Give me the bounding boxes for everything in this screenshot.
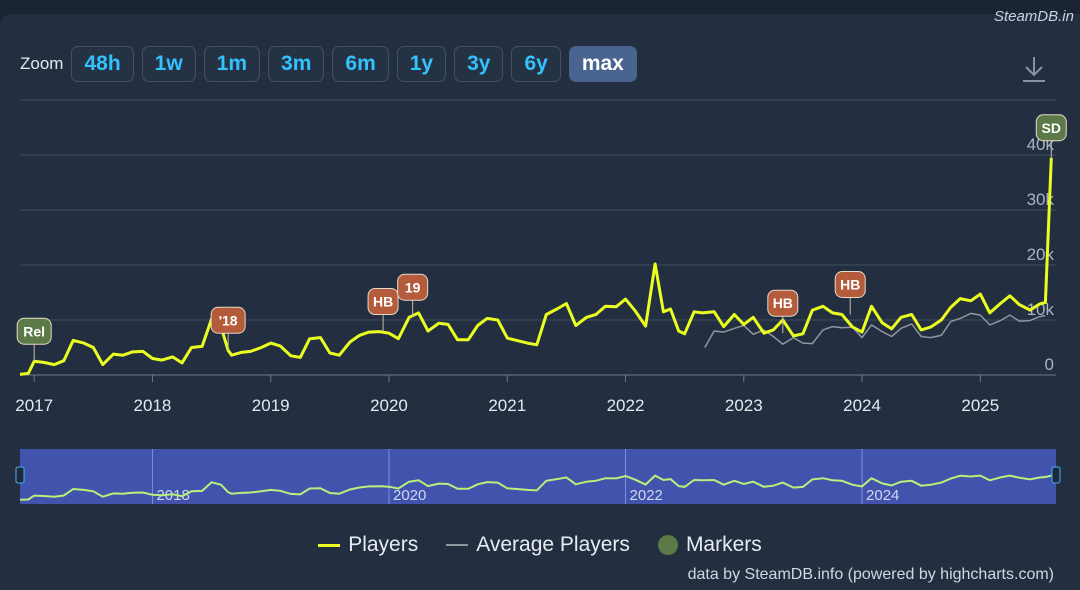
legend: Players Average Players Markers: [0, 528, 1080, 562]
download-icon[interactable]: [1020, 54, 1048, 84]
zoom-6m-button[interactable]: 6m: [332, 46, 389, 82]
zoom-1y-button[interactable]: 1y: [396, 46, 447, 82]
x-tick-label: 2024: [843, 396, 881, 415]
marker-flag: [210, 306, 246, 334]
legend-label-average-players: Average Players: [476, 533, 630, 556]
marker-label: HB: [840, 277, 860, 293]
credits[interactable]: data by SteamDB.info (powered by highcha…: [687, 566, 1054, 583]
legend-label-players: Players: [348, 533, 419, 556]
zoom-1m-button[interactable]: 1m: [203, 46, 261, 82]
legend-label-markers: Markers: [685, 533, 762, 556]
legend-item-players[interactable]: Players: [318, 533, 418, 557]
zoom-48h-button[interactable]: 48h: [71, 46, 134, 82]
zoom-1w-button[interactable]: 1w: [141, 46, 196, 82]
legend-item-markers[interactable]: Markers: [657, 533, 762, 557]
average-players-series: [704, 312, 1046, 348]
navigator-tick-label: 2020: [393, 487, 426, 504]
y-tick-label: 0: [1045, 355, 1054, 374]
average-players-swatch: [446, 544, 469, 546]
marker-flag: [16, 317, 52, 345]
average-players-line: [704, 312, 1046, 348]
marker-label: 19: [405, 279, 421, 295]
marker-flag: [834, 271, 866, 298]
zoom-bar: Zoom 48h 1w 1m 3m 6m 1y 3y 6y max: [20, 44, 645, 84]
navigator-tick-label: 2018: [156, 487, 189, 504]
marker-label: HB: [773, 295, 793, 311]
marker-flag: [397, 273, 429, 301]
watermark: SteamDB.in: [993, 8, 1074, 25]
zoom-6y-button[interactable]: 6y: [511, 46, 561, 82]
marker-label: SD: [1042, 120, 1061, 136]
x-tick-label: 2019: [252, 396, 290, 415]
y-tick-label: 30k: [1027, 190, 1055, 209]
x-tick-label: 2023: [725, 396, 763, 415]
x-tick-label: 2022: [607, 396, 645, 415]
markers-swatch: [657, 535, 678, 555]
zoom-3m-button[interactable]: 3m: [268, 46, 325, 82]
x-tick-label: 2018: [134, 396, 172, 415]
navigator-series: [19, 474, 1052, 501]
navigator-tick-label: 2022: [630, 487, 663, 504]
marker-label: Rel: [23, 323, 45, 339]
navigator-mask: [20, 449, 1056, 504]
players-line: [19, 157, 1053, 376]
x-tick-label: 2021: [488, 396, 526, 415]
zoom-3y-button[interactable]: 3y: [454, 46, 504, 82]
navigator-tick-label: 2024: [866, 487, 899, 504]
x-axis-labels: 2017 2018 2019 2020 2021 2022 2023 2024 2025: [15, 375, 999, 415]
marker-flag: [367, 288, 399, 316]
event-markers: Rel '18 HB 19 HB HB SD: [16, 114, 1067, 362]
y-tick-label: 20k: [1027, 245, 1055, 264]
zoom-max-button[interactable]: max: [568, 46, 637, 82]
navigator: 2018 2020 2022 2024: [15, 449, 1061, 504]
navigator-handle-right: [1051, 466, 1061, 484]
chart-grid: [20, 99, 1056, 376]
navigator-handle-left: [15, 466, 25, 484]
marker-flag: [767, 289, 799, 317]
marker-label: HB: [373, 294, 393, 310]
zoom-label: Zoom: [20, 54, 64, 73]
y-tick-label: 10k: [1027, 300, 1055, 319]
legend-item-average-players[interactable]: Average Players: [446, 533, 630, 557]
marker-flag: [1035, 114, 1067, 142]
x-tick-label: 2020: [370, 396, 408, 415]
players-series: [19, 157, 1053, 376]
marker-label: '18: [219, 312, 238, 328]
x-tick-label: 2017: [15, 396, 53, 415]
x-tick-label: 2025: [961, 396, 999, 415]
players-swatch: [318, 543, 341, 547]
